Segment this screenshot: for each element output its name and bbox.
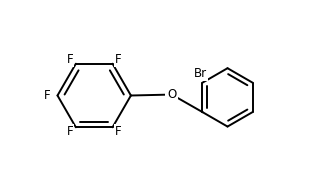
Text: Br: Br [194, 67, 207, 80]
Text: F: F [67, 125, 73, 138]
Text: F: F [44, 89, 51, 102]
Text: F: F [67, 53, 73, 66]
Text: F: F [115, 53, 122, 66]
Text: O: O [167, 88, 176, 101]
Text: F: F [115, 125, 122, 138]
